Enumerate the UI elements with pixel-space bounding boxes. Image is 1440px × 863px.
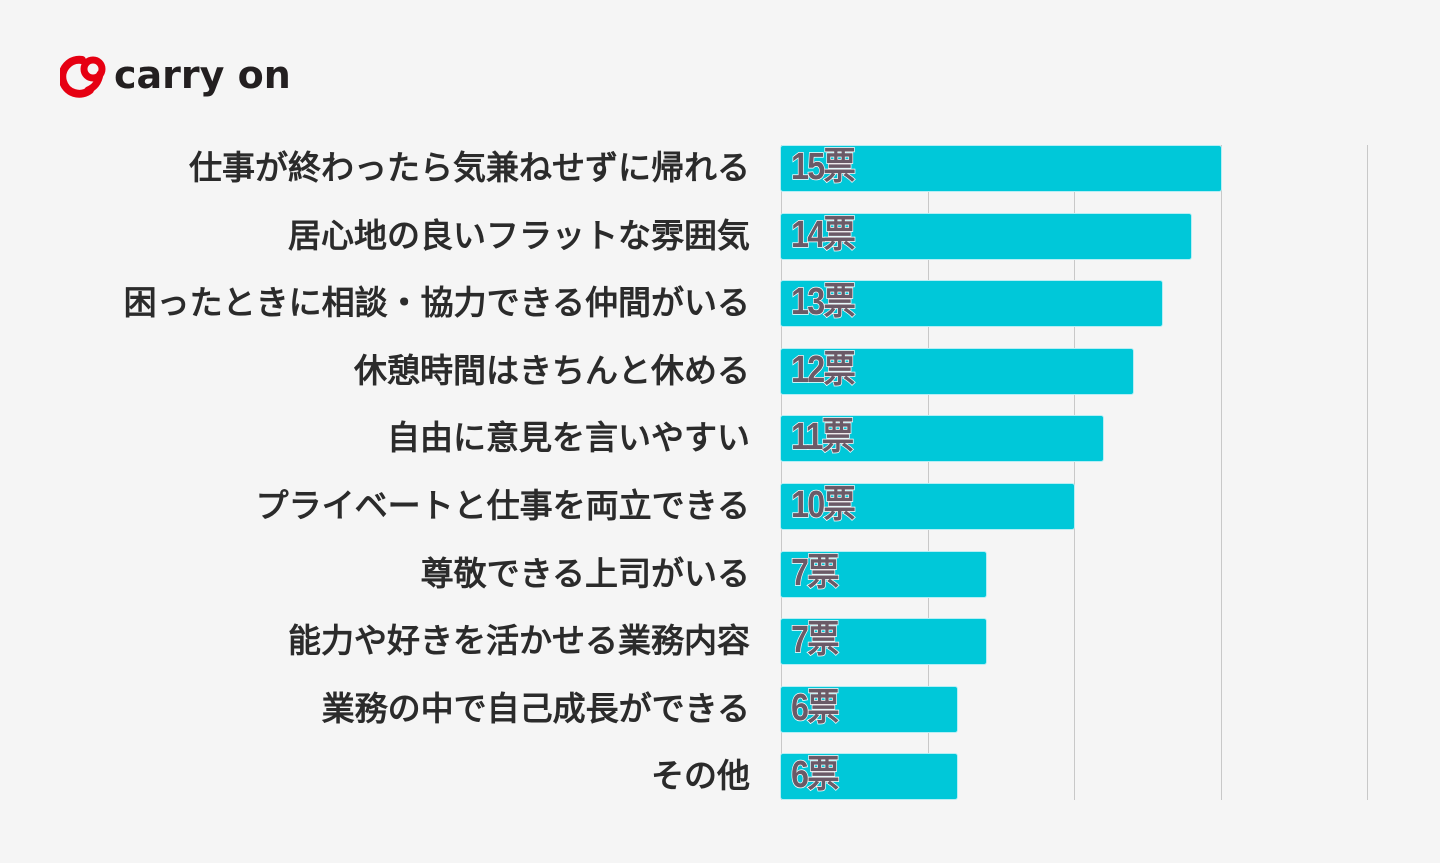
bar — [781, 213, 1192, 259]
category-label: 業務の中で自己成長ができる — [321, 688, 750, 728]
value-label: 13票 — [790, 280, 856, 324]
gridline — [1074, 145, 1075, 800]
gridline — [928, 145, 929, 800]
category-label: 仕事が終わったら気兼ねせずに帰れる — [189, 148, 750, 187]
bar — [781, 416, 1104, 462]
bar — [781, 348, 1133, 394]
category-label: 自由に意見を言いやすい — [387, 418, 750, 458]
logo-text: carry on — [114, 53, 291, 97]
value-label: 11票 — [790, 416, 854, 460]
bar — [781, 146, 1221, 191]
value-label: 12票 — [790, 348, 856, 392]
bar — [781, 551, 987, 597]
gridline — [781, 145, 782, 800]
value-label: 10票 — [790, 483, 856, 527]
carry-on-logo-mark-icon — [60, 55, 106, 98]
value-label: 15票 — [790, 145, 856, 189]
category-label: その他 — [651, 756, 750, 796]
value-label: 14票 — [790, 213, 856, 257]
logo: carry on — [60, 52, 291, 98]
bar — [781, 619, 987, 665]
value-label: 7票 — [790, 551, 840, 595]
category-label: 能力や好きを活かせる業務内容 — [288, 621, 750, 661]
category-label: プライベートと仕事を両立できる — [255, 486, 750, 525]
category-label: 尊敬できる上司がいる — [420, 553, 750, 593]
bar — [781, 686, 957, 732]
value-label: 7票 — [790, 618, 840, 662]
value-label: 6票 — [790, 686, 840, 730]
bar — [781, 754, 957, 800]
value-label: 6票 — [790, 754, 840, 798]
bar — [781, 484, 1074, 529]
gridline — [1221, 145, 1222, 800]
category-label: 困ったときに相談・協力できる仲間がいる — [123, 283, 750, 323]
gridline — [1367, 145, 1368, 800]
category-label: 居心地の良いフラットな雰囲気 — [288, 215, 750, 255]
bar — [781, 281, 1162, 327]
category-label: 休憩時間はきちんと休める — [354, 350, 750, 390]
